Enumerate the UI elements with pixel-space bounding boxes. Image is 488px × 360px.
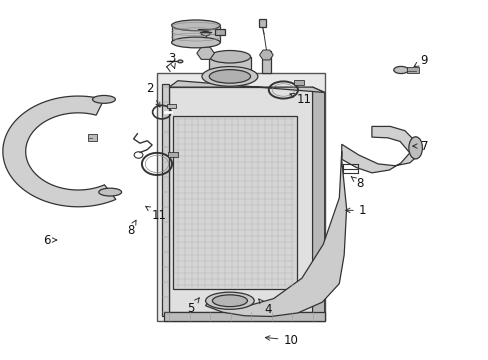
Ellipse shape	[202, 67, 257, 86]
Bar	[162, 84, 169, 316]
Ellipse shape	[205, 292, 254, 309]
Text: 1: 1	[345, 204, 366, 217]
Text: 2: 2	[146, 82, 160, 107]
Text: 7: 7	[412, 140, 427, 153]
Ellipse shape	[393, 66, 407, 73]
Bar	[166, 104, 176, 108]
Polygon shape	[341, 126, 418, 173]
Bar	[259, 19, 265, 27]
Bar	[88, 134, 97, 141]
Bar	[167, 152, 178, 157]
Text: 3: 3	[167, 52, 175, 68]
Ellipse shape	[92, 95, 115, 103]
Bar	[164, 312, 324, 321]
Bar	[171, 25, 220, 42]
Polygon shape	[197, 47, 214, 59]
Bar	[406, 67, 418, 73]
Text: 4: 4	[258, 299, 271, 316]
Bar	[261, 51, 271, 73]
Ellipse shape	[201, 31, 209, 36]
Bar	[215, 29, 224, 35]
Text: 6: 6	[42, 234, 57, 247]
FancyBboxPatch shape	[157, 73, 324, 321]
Text: 8: 8	[126, 220, 136, 237]
Text: 11: 11	[289, 93, 311, 106]
Bar	[169, 87, 312, 312]
Text: 5: 5	[187, 298, 199, 315]
Polygon shape	[312, 87, 324, 319]
Text: 10: 10	[265, 333, 298, 347]
Bar	[172, 116, 296, 289]
Polygon shape	[205, 152, 346, 316]
Ellipse shape	[212, 295, 247, 307]
Polygon shape	[169, 81, 324, 93]
Ellipse shape	[178, 60, 183, 63]
Text: 11: 11	[145, 206, 167, 222]
Text: 9: 9	[413, 54, 427, 67]
Polygon shape	[3, 96, 116, 207]
Ellipse shape	[99, 188, 122, 196]
Ellipse shape	[408, 137, 422, 159]
Text: 8: 8	[350, 177, 363, 190]
Ellipse shape	[209, 69, 250, 83]
Bar	[293, 80, 303, 85]
Polygon shape	[259, 50, 273, 60]
Ellipse shape	[171, 20, 220, 31]
Ellipse shape	[171, 37, 220, 48]
Bar	[209, 57, 250, 76]
Ellipse shape	[209, 50, 250, 63]
